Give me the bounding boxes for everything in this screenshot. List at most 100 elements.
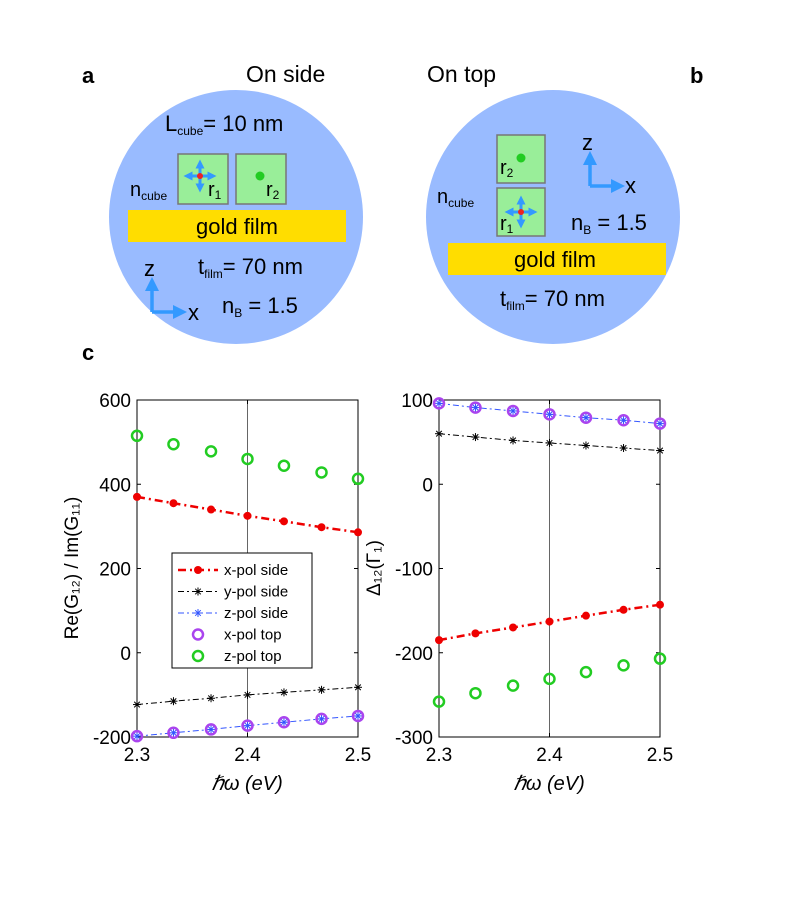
data-point xyxy=(241,452,254,466)
data-point xyxy=(130,429,144,443)
x-tick-label: 2.5 xyxy=(647,745,673,766)
data-point xyxy=(435,429,443,438)
legend-item: x-pol side xyxy=(178,562,288,579)
data-point xyxy=(169,499,178,508)
chart-left-legend: x-pol side y-pol side z-pol side x-pol top z… xyxy=(171,552,313,669)
data-point xyxy=(241,719,254,732)
data-point xyxy=(432,397,446,410)
chart-left-ylabel: Re(G₁₂) / Im(G₁₁) xyxy=(62,497,83,640)
data-point xyxy=(315,466,328,479)
data-point xyxy=(207,505,216,514)
data-point xyxy=(354,683,362,692)
data-point xyxy=(277,459,291,472)
legend-item: z-pol side xyxy=(178,605,288,622)
nb-label-b: nB = 1.5 xyxy=(571,210,647,237)
panel-label-b: b xyxy=(690,63,703,88)
data-point xyxy=(169,697,178,706)
data-point xyxy=(471,629,480,638)
x-tick-label: 2.3 xyxy=(124,745,150,766)
data-point xyxy=(317,714,326,723)
data-point xyxy=(545,617,554,626)
data-point xyxy=(619,444,628,453)
r1-label-b: r1 xyxy=(500,213,514,236)
legend-label: y-pol side xyxy=(224,584,288,601)
data-point xyxy=(545,410,554,419)
series-x-pol-top xyxy=(130,709,365,743)
data-point xyxy=(317,523,326,532)
data-point xyxy=(579,411,593,424)
series-y-pol-side xyxy=(435,429,664,455)
legend-item: x-pol top xyxy=(191,627,282,644)
dipole-arrows-icon xyxy=(183,159,217,193)
data-point xyxy=(435,636,443,645)
y-tick-label: 600 xyxy=(99,391,131,412)
data-point xyxy=(619,605,628,614)
r2-dot-icon xyxy=(255,171,265,181)
data-point xyxy=(207,725,216,734)
data-point xyxy=(130,729,144,743)
data-point xyxy=(506,404,520,418)
nb-label-a: nB = 1.5 xyxy=(222,293,298,320)
axes-zx-icon-b xyxy=(583,151,625,193)
data-point xyxy=(133,700,141,709)
gold-film-a xyxy=(128,210,346,242)
legend-label: x-pol top xyxy=(224,627,282,644)
y-tick-label: 100 xyxy=(401,391,433,412)
chart-right-series xyxy=(432,397,667,708)
data-point xyxy=(432,695,446,708)
data-point xyxy=(279,517,288,526)
medium-circle-b xyxy=(426,90,680,344)
data-point xyxy=(317,685,326,694)
lcube-label: Lcube= 10 nm xyxy=(165,111,283,138)
data-point xyxy=(167,726,180,740)
chart-left-series xyxy=(130,429,365,743)
series-z-pol-top xyxy=(130,429,365,486)
data-point xyxy=(656,419,664,428)
y-tick-label: -100 xyxy=(395,560,433,581)
x-tick-label: 2.3 xyxy=(426,745,452,766)
gold-film-label-a: gold film xyxy=(196,214,278,239)
panel-label-a: a xyxy=(82,63,95,88)
y-tick-label: -200 xyxy=(93,728,131,749)
data-point xyxy=(581,413,590,422)
chart-right-ticks: 2.3 2.4 2.5 -300 -200 -100 0 100 xyxy=(395,391,673,766)
ncube-label-a: ncube xyxy=(130,179,167,203)
legend-item: z-pol top xyxy=(191,648,282,665)
panel-label-c: c xyxy=(82,340,94,365)
data-point xyxy=(543,408,556,421)
diagram-b-title: On top xyxy=(427,61,496,87)
chart-left-ticks: 2.3 2.4 2.5 -200 0 200 400 600 xyxy=(93,391,371,766)
data-point xyxy=(617,659,630,672)
y-tick-label: 0 xyxy=(120,644,131,665)
gold-film-label-b: gold film xyxy=(514,247,596,272)
data-point xyxy=(207,694,216,703)
series-z-pol-top xyxy=(432,652,667,708)
data-point xyxy=(656,600,664,609)
chart-left: 2.3 2.4 2.5 -200 0 200 400 600 ℏω (eV) Re(G₁₂) … xyxy=(62,391,371,795)
data-point xyxy=(581,441,590,450)
data-point xyxy=(656,446,664,455)
data-point xyxy=(509,406,518,415)
legend-swatch-marker xyxy=(194,566,202,574)
legend-label: z-pol top xyxy=(224,648,282,665)
series-z-pol-side xyxy=(435,399,664,428)
data-point xyxy=(653,652,667,665)
x-tick-label: 2.5 xyxy=(345,745,371,766)
legend-label: x-pol side xyxy=(224,562,288,579)
legend-swatch-marker xyxy=(194,609,202,617)
axis-z-label-b: z xyxy=(582,130,593,155)
data-point xyxy=(204,723,218,736)
data-point xyxy=(509,623,518,632)
legend-swatch-marker xyxy=(191,649,205,663)
r2-label-b: r2 xyxy=(500,157,514,180)
data-point xyxy=(277,716,291,729)
dipole-arrows-icon-b xyxy=(504,195,538,229)
data-point xyxy=(545,438,554,447)
data-point xyxy=(279,688,288,697)
axis-z-label-a: z xyxy=(144,256,155,281)
legend-swatch-marker xyxy=(194,587,202,596)
tfilm-label-a: tfilm= 70 nm xyxy=(198,254,303,281)
y-tick-label: 0 xyxy=(422,475,433,496)
data-point xyxy=(543,672,556,686)
